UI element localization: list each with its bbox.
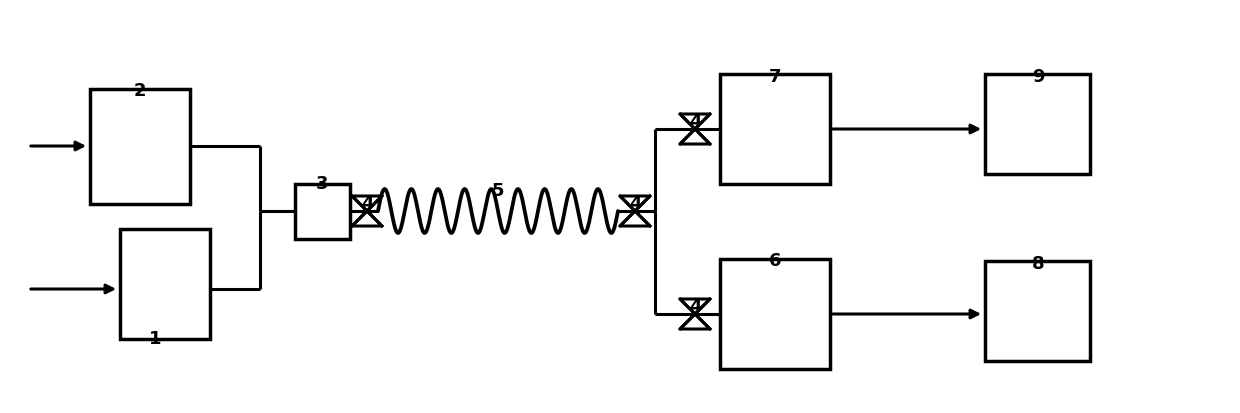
- Text: 6: 6: [769, 252, 781, 269]
- Bar: [91, 90, 190, 204]
- Text: 5: 5: [492, 182, 505, 199]
- Text: 8: 8: [1032, 254, 1044, 272]
- Bar: [985, 261, 1090, 361]
- Text: 1: 1: [149, 329, 161, 347]
- Bar: [985, 75, 1090, 175]
- Text: 4: 4: [688, 113, 702, 131]
- Text: 7: 7: [769, 68, 781, 86]
- Text: 9: 9: [1032, 68, 1044, 86]
- Bar: [720, 259, 830, 369]
- Bar: [120, 230, 210, 339]
- Text: 3: 3: [316, 175, 329, 192]
- Text: 4: 4: [361, 195, 373, 212]
- Bar: [720, 75, 830, 185]
- Text: 2: 2: [134, 82, 146, 100]
- Text: 4: 4: [688, 297, 702, 315]
- Text: 4: 4: [629, 195, 641, 212]
- Bar: [295, 185, 350, 240]
